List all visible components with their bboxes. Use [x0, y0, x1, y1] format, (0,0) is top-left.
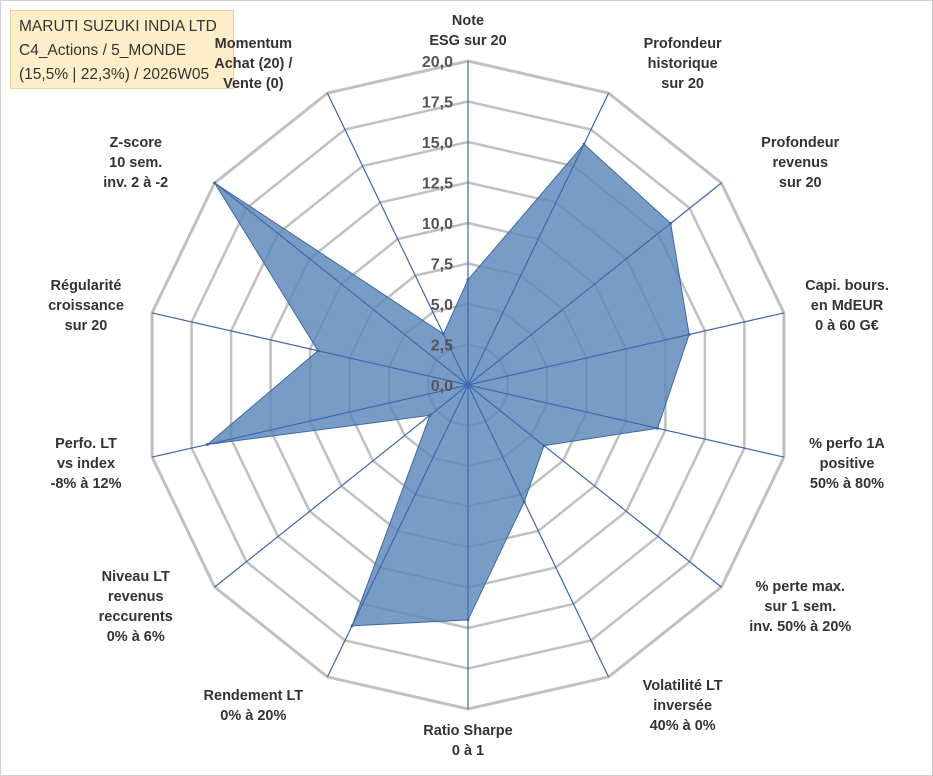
data-point	[522, 500, 526, 504]
axis-label: Profondeur revenus sur 20	[715, 133, 885, 193]
axis-spoke-overlay	[467, 384, 658, 429]
data-point	[213, 181, 217, 185]
axis-label-line: inv. 2 à -2	[103, 175, 169, 192]
radar-tick-labels: 0,0 2,5 5,0 7,5 10,0 12,5 15,0 17,5 20,0	[422, 54, 453, 395]
axis-label: Niveau LT revenus reccurents 0% à 6%	[51, 567, 221, 647]
data-point	[316, 349, 320, 353]
data-point	[350, 624, 354, 628]
axis-label-line: Profondeur	[643, 36, 722, 53]
axis-label-line: 0% à 6%	[106, 628, 165, 645]
axis-label-line: % perte max.	[755, 578, 845, 595]
data-point	[428, 413, 432, 417]
axis-label-line: Niveau LT	[101, 568, 170, 585]
axis-label-line: Rendement LT	[203, 687, 304, 704]
axis-label-line: % perfo 1A	[809, 436, 885, 453]
axis-label-line: vs index	[56, 456, 116, 473]
tick-label: 17,5	[422, 95, 453, 112]
axis-spoke	[214, 384, 469, 588]
data-point	[441, 332, 445, 336]
axis-label-line: Note	[451, 13, 485, 29]
tick-label: 7,5	[431, 257, 453, 274]
tick-label: 2,5	[431, 338, 453, 355]
data-point	[656, 426, 660, 430]
tick-label: 15,0	[422, 135, 453, 152]
axis-label: Z-score 10 sem. inv. 2 à -2	[51, 133, 221, 193]
axis-spoke-overlay	[467, 384, 525, 502]
radar-series	[205, 142, 691, 628]
data-point	[466, 618, 470, 622]
axis-label: % perfo 1A positive 50% à 80%	[762, 434, 932, 494]
data-point	[542, 444, 546, 448]
axis-label: Capi. bours. en MdEUR 0 à 60 G€	[762, 276, 932, 336]
axis-label: Note ESG sur 20	[383, 11, 553, 51]
axis-label-line: Vente (0)	[223, 76, 284, 93]
axis-label-line: 40% à 0%	[649, 717, 716, 734]
axis-label-line: ESG sur 20	[429, 33, 507, 49]
data-point	[205, 442, 209, 446]
axis-label-line: positive	[819, 456, 875, 473]
data-point	[582, 142, 586, 146]
tick-label: 10,0	[422, 216, 453, 233]
axis-label: Régularité croissance sur 20	[1, 276, 171, 336]
axis-spoke-overlay	[467, 384, 545, 446]
axis-label-line: en MdEUR	[810, 297, 884, 314]
axis-label-line: revenus	[772, 155, 829, 172]
tick-label: 5,0	[431, 297, 453, 314]
chart-title-stats: (15,5% | 22,3%) / 2026W05	[19, 66, 210, 83]
axis-spoke-overlay	[429, 384, 469, 416]
axis-label-line: croissance	[48, 297, 124, 314]
axis-label-line: 0 à 1	[451, 743, 485, 759]
data-point	[466, 278, 470, 282]
axis-spoke-overlay	[442, 333, 469, 386]
axis-label-line: Momentum	[214, 36, 293, 53]
axis-label-line: Ratio Sharpe	[423, 723, 513, 739]
data-point	[687, 333, 691, 337]
axis-spoke-overlay	[207, 384, 469, 445]
axis-label: Ratio Sharpe 0 à 1	[383, 721, 553, 761]
axis-label-line: Achat (20) /	[214, 56, 293, 73]
axis-label: Profondeur historique sur 20	[598, 34, 768, 94]
chart-title-company: MARUTI SUZUKI INDIA LTD	[19, 18, 217, 35]
chart-title-category: C4_Actions / 5_MONDE	[19, 42, 187, 59]
axis-label-line: Perfo. LT	[55, 436, 117, 453]
axis-label: Rendement LT 0% à 20%	[168, 686, 338, 726]
axis-spoke-overlay	[467, 223, 671, 386]
axis-label-line: inv. 50% à 20%	[749, 618, 852, 635]
tick-label: 20,0	[422, 54, 453, 71]
axis-spoke-overlay	[317, 350, 469, 386]
data-point	[669, 221, 673, 225]
axis-label-line: Z-score	[109, 135, 162, 152]
tick-label: 12,5	[422, 176, 453, 193]
axis-label-line: -8% à 12%	[50, 476, 122, 493]
axis-label-line: Volatilité LT	[642, 677, 723, 694]
axis-spoke-overlay	[351, 384, 469, 627]
axis-label-line: sur 1 sem.	[764, 598, 837, 615]
axis-label-line: revenus	[107, 588, 164, 605]
axis-label: Perfo. LT vs index -8% à 12%	[1, 434, 171, 494]
axis-label-line: 10 sem.	[109, 155, 163, 172]
axis-label-line: sur 20	[661, 76, 704, 93]
axis-spoke-overlay	[214, 182, 469, 386]
axis-label-line: 50% à 80%	[809, 476, 885, 493]
axis-label-line: reccurents	[98, 608, 173, 625]
axis-spoke-overlay	[467, 334, 690, 386]
axis-label-line: Profondeur	[761, 135, 840, 152]
axis-label-line: historique	[647, 56, 718, 73]
axis-spoke-overlay	[467, 143, 585, 386]
axis-label: % perte max. sur 1 sem. inv. 50% à 20%	[715, 577, 885, 637]
tick-label: 0,0	[431, 378, 453, 395]
axis-label-line: inversée	[653, 697, 713, 714]
axis-label-line: Régularité	[50, 277, 122, 294]
axis-label: Volatilité LT inversée 40% à 0%	[598, 676, 768, 736]
axis-label-line: Capi. bours.	[805, 277, 889, 294]
axis-label-line: 0% à 20%	[220, 707, 287, 724]
axis-label: Momentum Achat (20) / Vente (0)	[168, 34, 338, 94]
axis-label-line: sur 20	[64, 317, 108, 334]
axis-label-line: sur 20	[778, 175, 822, 192]
chart-title-box: MARUTI SUZUKI INDIA LTD C4_Actions / 5_M…	[10, 10, 234, 89]
axis-label-line: 0 à 60 G€	[815, 317, 879, 334]
